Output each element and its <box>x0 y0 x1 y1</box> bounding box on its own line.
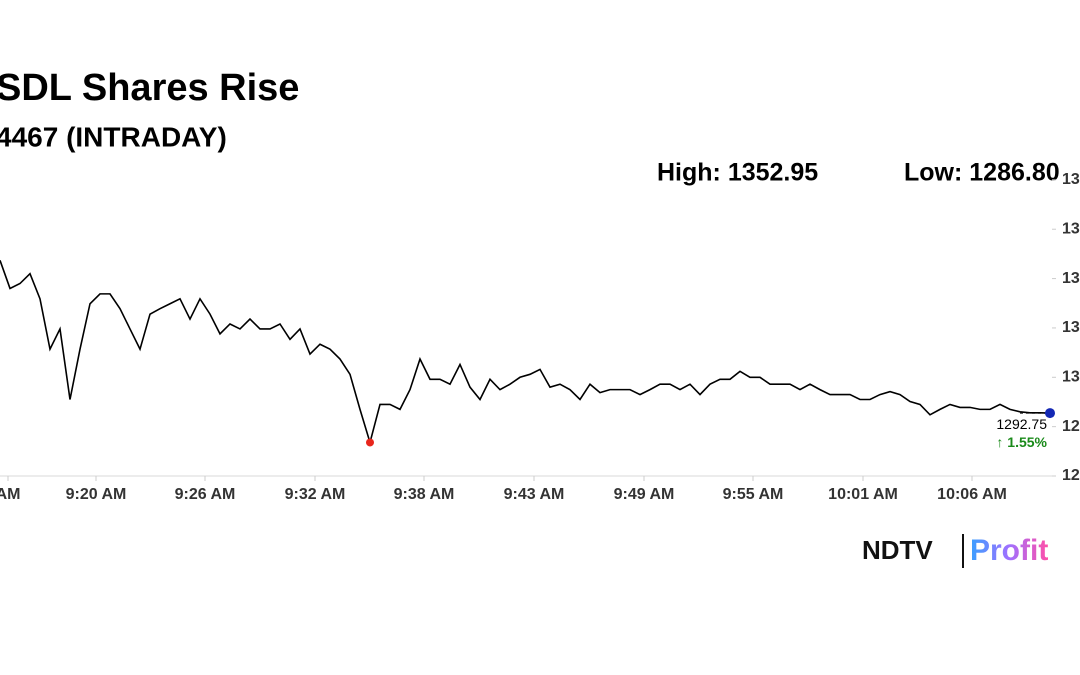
x-tick-label: 10:01 AM <box>828 486 898 503</box>
y-tick-label: 12 <box>1062 467 1080 484</box>
y-tick-label: 13 <box>1062 171 1080 188</box>
y-tick-label: 13 <box>1062 319 1080 336</box>
x-tick-label: 10:06 AM <box>937 486 1007 503</box>
x-tick-label: 9:26 AM <box>175 486 236 503</box>
x-tick-label: 9:38 AM <box>394 486 455 503</box>
x-tick-label: 9:32 AM <box>285 486 346 503</box>
x-tick-label: 9:20 AM <box>66 486 127 503</box>
high-label: High: 1352.95 <box>657 159 818 187</box>
low-label: Low: 1286.80 <box>904 159 1060 187</box>
y-tick-label: 12 <box>1062 418 1080 435</box>
logo-product: Profit <box>970 534 1048 567</box>
y-tick-label: 13 <box>1062 369 1080 386</box>
low-marker <box>366 438 374 447</box>
change-label: ↑ 1.55% <box>996 434 1047 450</box>
x-tick-label: AM <box>0 486 20 503</box>
x-tick-label: 9:55 AM <box>723 486 784 503</box>
last-marker <box>1045 408 1055 419</box>
chart-title: SDL Shares Rise <box>0 67 299 109</box>
last-price-label: 1292.75 <box>996 416 1047 432</box>
y-tick-label: 13 <box>1062 220 1080 237</box>
y-tick-label: 13 <box>1062 270 1080 287</box>
x-tick-label: 9:49 AM <box>614 486 675 503</box>
x-tick-label: 9:43 AM <box>504 486 565 503</box>
logo-brand: NDTV <box>862 535 933 565</box>
chart-subtitle: 4467 (INTRADAY) <box>0 121 227 152</box>
price-line <box>0 260 1051 446</box>
